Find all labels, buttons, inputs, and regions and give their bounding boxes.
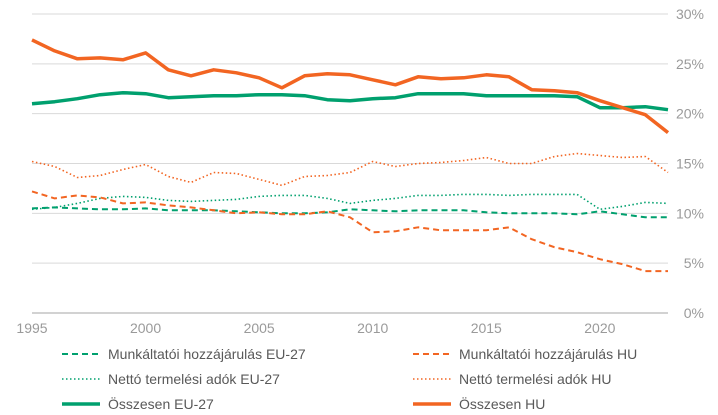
y-tick-label: 0% [684, 305, 704, 321]
x-tick-label: 2000 [130, 320, 161, 336]
y-tick-label: 10% [676, 205, 704, 221]
series-line-4[interactable] [31, 90, 669, 112]
gridlines [32, 13, 668, 264]
series-line-1[interactable] [31, 190, 668, 273]
series-line-3[interactable] [31, 152, 669, 187]
series-line-5[interactable] [31, 38, 670, 134]
x-tick-label: 2010 [357, 320, 388, 336]
series-line-0[interactable] [31, 206, 668, 219]
y-tick-label: 25% [676, 56, 704, 72]
series-lines [31, 38, 670, 273]
y-axis-ticks: 0% 5% 10% 15% 20% 25% 30% [676, 6, 704, 321]
y-tick-label: 5% [684, 255, 704, 271]
x-tick-label: 2020 [584, 320, 615, 336]
y-tick-label: 15% [676, 156, 704, 172]
x-tick-label: 2015 [471, 320, 502, 336]
y-tick-label: 30% [676, 6, 704, 22]
x-tick-label: 1995 [16, 320, 47, 336]
x-axis-ticks: 1995 2000 2005 2010 2015 2020 [16, 320, 615, 336]
y-tick-label: 20% [676, 106, 704, 122]
x-tick-label: 2005 [244, 320, 275, 336]
series-line-2[interactable] [31, 193, 669, 211]
